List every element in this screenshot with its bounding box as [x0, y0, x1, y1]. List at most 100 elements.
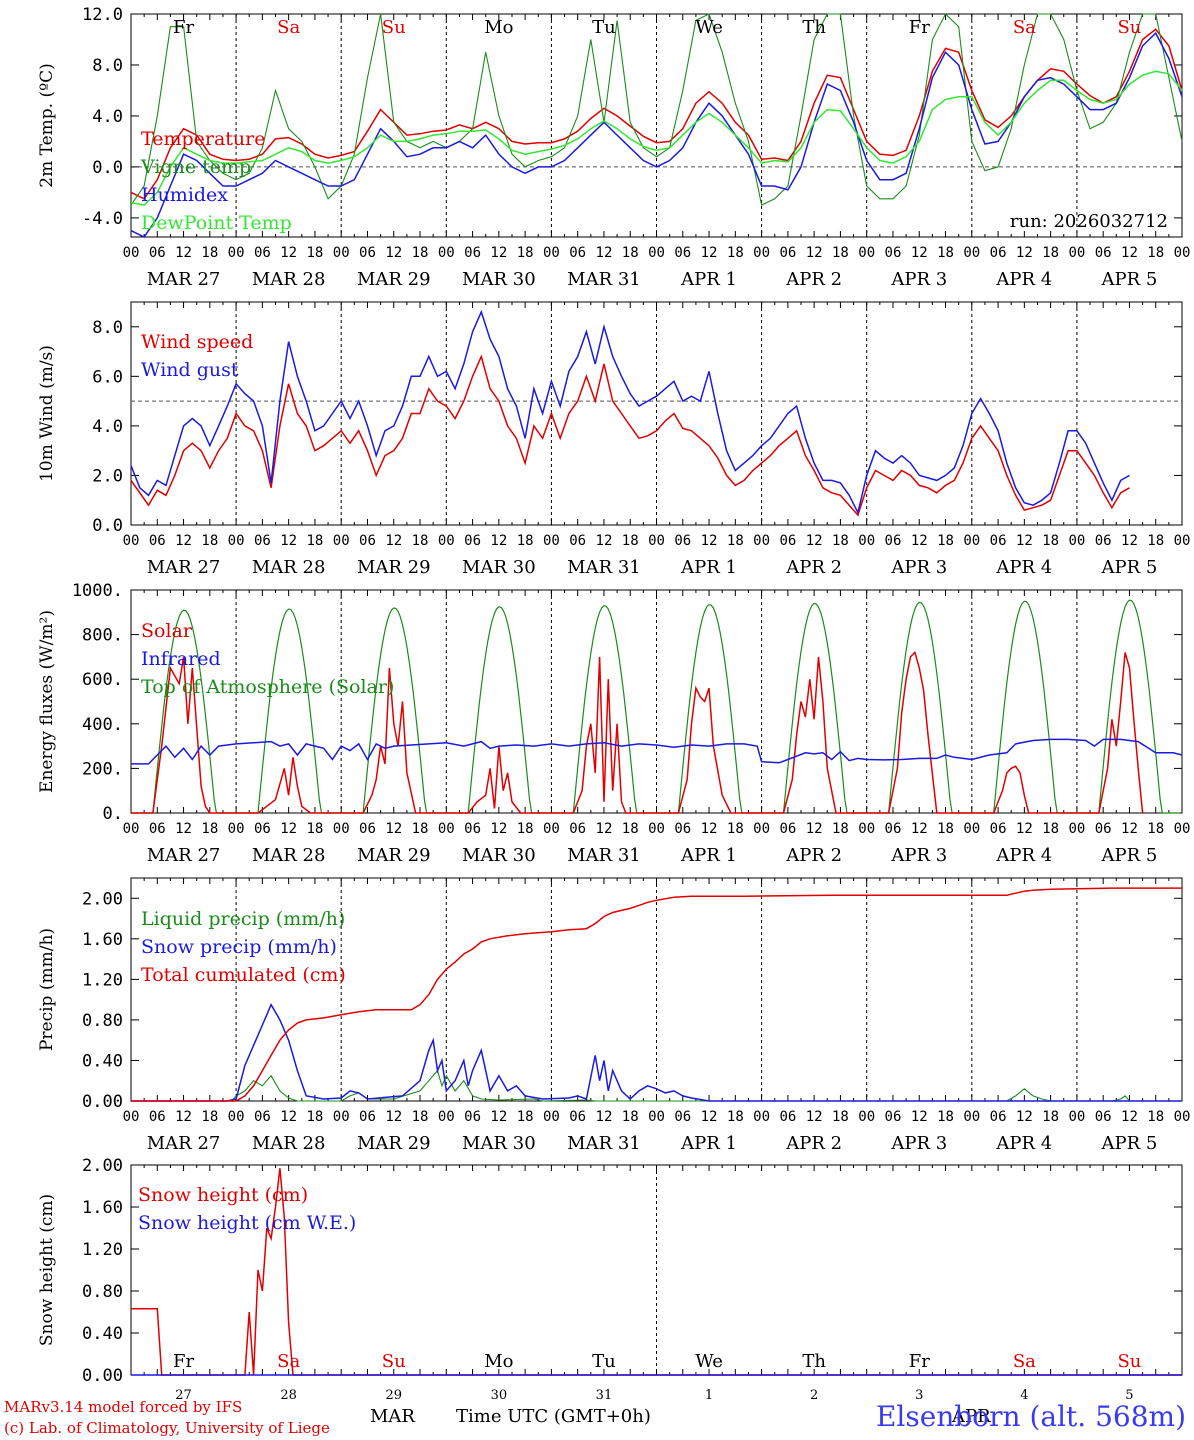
legend-snow-height-cm-: Snow height (cm) [138, 1184, 308, 1206]
weekday-label: Mo [484, 1351, 513, 1372]
date-label: MAR 30 [462, 269, 536, 290]
hour-tick-label: 12 [175, 1109, 192, 1125]
hour-tick-label: 12 [596, 245, 613, 261]
hour-tick-label: 00 [753, 245, 770, 261]
weekday-label: Su [1117, 17, 1141, 38]
date-label: APR 4 [995, 557, 1052, 578]
panel-frame [130, 13, 1183, 238]
legend-vigne-temp: Vigne temp [140, 156, 251, 178]
legend-wind-speed: Wind speed [141, 331, 253, 353]
hour-tick-label: 06 [149, 533, 166, 549]
hour-tick-label: 18 [412, 533, 429, 549]
hour-tick-label: 00 [123, 245, 140, 261]
date-label: MAR 29 [357, 269, 431, 290]
date-label: MAR 27 [147, 269, 221, 290]
y-tick-label: 1.20 [82, 970, 123, 990]
lab-credit: (c) Lab. of Climatology, University of L… [4, 1419, 330, 1437]
date-label: MAR 30 [462, 845, 536, 866]
series-liquid-precip-mm-h- [131, 1069, 1182, 1102]
model-credit: MARv3.14 model forced by IFS [4, 1398, 243, 1416]
hour-tick-label: 18 [832, 533, 849, 549]
weekday-label: Tu [592, 1351, 616, 1372]
hour-tick-label: 00 [1068, 245, 1085, 261]
hour-tick-label: 12 [280, 245, 297, 261]
hour-tick-label: 06 [254, 821, 271, 837]
hour-tick-label: 00 [1174, 245, 1191, 261]
hour-tick-label: 00 [753, 821, 770, 837]
panel-wind: 0.0 2.0 4.0 6.0 8.0 10m Wind (m/s) 00 06 12 18 MAR… [37, 301, 1190, 578]
hour-tick-label: 18 [201, 1109, 218, 1125]
weekday-label: Th [802, 1351, 826, 1372]
day-number-label: 31 [596, 1388, 613, 1403]
weekday-label: Su [1117, 1351, 1141, 1372]
weekday-label: Fr [173, 17, 194, 38]
hour-tick-label: 12 [490, 821, 507, 837]
weekday-label: We [695, 1351, 723, 1372]
day-number-label: 4 [1020, 1388, 1028, 1403]
hour-tick-label: 06 [779, 245, 796, 261]
hour-tick-label: 18 [517, 1109, 534, 1125]
hour-tick-label: 00 [543, 1109, 560, 1125]
hour-tick-label: 12 [911, 821, 928, 837]
hour-tick-label: 06 [569, 1109, 586, 1125]
weekday-label: Su [382, 17, 406, 38]
hour-tick-label: 06 [674, 533, 691, 549]
legend-total-cumulated-cm-: Total cumulated (cm) [141, 964, 346, 986]
day-number-label: 29 [385, 1388, 402, 1403]
series-infrared [131, 738, 1183, 765]
hour-tick-label: 06 [1095, 1109, 1112, 1125]
hour-tick-label: 06 [569, 245, 586, 261]
panel-precip: 0.00 0.40 0.80 1.20 1.60 2.00 Precip (mm/h) 00 0… [37, 877, 1190, 1154]
hour-tick-label: 06 [674, 1109, 691, 1125]
hour-tick-label: 18 [306, 821, 323, 837]
hour-tick-label: 18 [832, 821, 849, 837]
date-label: MAR 28 [252, 269, 326, 290]
y-tick-label: 0.80 [82, 1282, 123, 1302]
date-label: APR 3 [890, 1133, 947, 1154]
panel-energy: 0. 200. 400. 600. 800. 1000. Energy fluxes (W/… [37, 581, 1190, 866]
date-label: MAR 29 [357, 557, 431, 578]
hour-tick-label: 06 [359, 821, 376, 837]
hour-tick-label: 18 [727, 533, 744, 549]
date-label: MAR 28 [252, 1133, 326, 1154]
hour-tick-label: 00 [858, 821, 875, 837]
y-axis-label: 10m Wind (m/s) [37, 345, 57, 482]
hour-tick-label: 18 [1042, 245, 1059, 261]
hour-tick-label: 06 [254, 533, 271, 549]
hour-tick-label: 06 [1095, 245, 1112, 261]
y-tick-label: 0.00 [82, 1366, 123, 1386]
date-label: MAR 30 [462, 557, 536, 578]
hour-tick-label: 12 [1121, 821, 1138, 837]
y-tick-label: 12.0 [82, 5, 123, 25]
weekday-label: Tu [592, 17, 616, 38]
weekday-label: We [695, 17, 723, 38]
y-tick-label: 0.0 [92, 158, 123, 178]
hour-tick-label: 18 [832, 1109, 849, 1125]
hour-tick-label: 00 [228, 1109, 245, 1125]
date-label: MAR 31 [567, 845, 641, 866]
hour-tick-label: 12 [701, 533, 718, 549]
y-tick-label: 1.60 [82, 1198, 123, 1218]
y-tick-label: 0.80 [82, 1011, 123, 1031]
date-label: APR 5 [1101, 1133, 1158, 1154]
hour-tick-label: 12 [490, 533, 507, 549]
hour-tick-label: 00 [858, 1109, 875, 1125]
y-tick-label: 2.0 [92, 466, 123, 486]
hour-tick-label: 18 [622, 533, 639, 549]
hour-tick-label: 18 [1042, 1109, 1059, 1125]
hour-tick-label: 18 [622, 245, 639, 261]
hour-tick-label: 00 [963, 821, 980, 837]
day-number-label: 2 [810, 1388, 818, 1403]
hour-tick-label: 12 [490, 1109, 507, 1125]
hour-tick-label: 12 [596, 1109, 613, 1125]
hour-tick-label: 12 [1016, 245, 1033, 261]
date-label: APR 3 [890, 557, 947, 578]
weekday-label: Fr [173, 1351, 194, 1372]
hour-tick-label: 06 [464, 245, 481, 261]
hour-tick-label: 18 [937, 245, 954, 261]
hour-tick-label: 06 [779, 821, 796, 837]
hour-tick-label: 12 [911, 1109, 928, 1125]
hour-tick-label: 06 [779, 533, 796, 549]
y-axis-label: Snow height (cm) [37, 1194, 57, 1346]
